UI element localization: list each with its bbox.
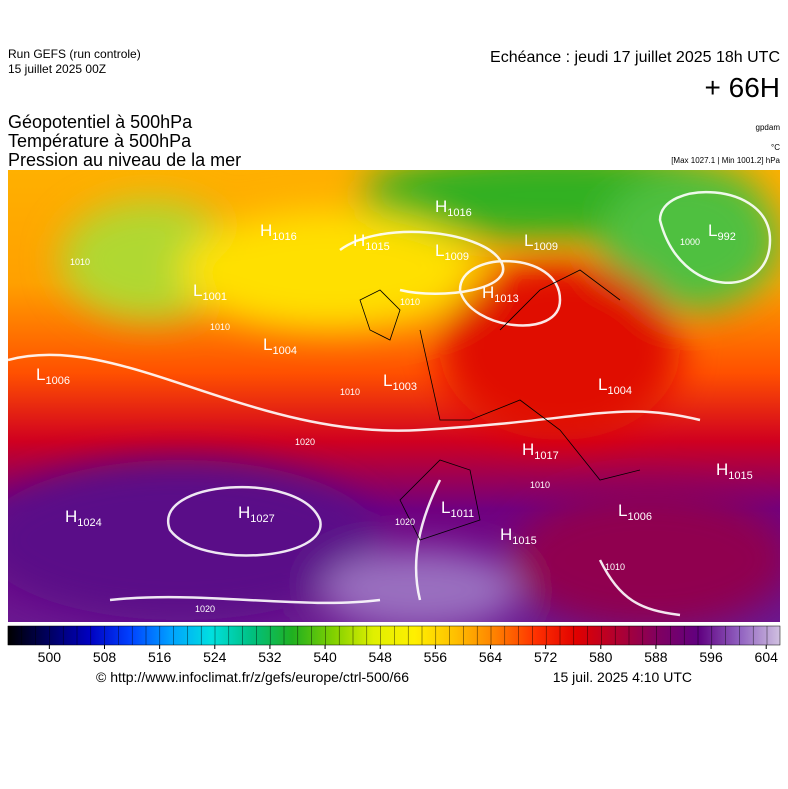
colorbar-label: 556 <box>424 649 448 665</box>
center-value: 1006 <box>627 511 651 523</box>
center-value: 1016 <box>447 207 471 219</box>
center-kind: L <box>524 231 533 250</box>
isobar-label: 1020 <box>395 517 415 527</box>
center-kind: L <box>441 498 450 517</box>
center-value: 1013 <box>494 293 518 305</box>
center-kind: H <box>500 525 512 544</box>
center-kind: L <box>193 281 202 300</box>
center-kind: L <box>263 335 272 354</box>
colorbar-label: 548 <box>369 649 393 665</box>
colorbar-label: 604 <box>755 649 779 665</box>
center-value: 1004 <box>272 345 296 357</box>
isobar-label: 1000 <box>680 237 700 247</box>
pressure-center: L1003 <box>383 371 417 393</box>
pressure-center: H1016 <box>260 221 297 243</box>
center-value: 1015 <box>512 535 536 547</box>
colorbar-label: 540 <box>313 649 337 665</box>
center-value: 1009 <box>533 241 557 253</box>
run-date: 15 juillet 2025 00Z <box>8 62 106 76</box>
pressure-center: H1016 <box>435 197 472 219</box>
unit: °C <box>771 143 780 152</box>
pressure-center: H1015 <box>716 460 753 482</box>
center-kind: H <box>260 221 272 240</box>
center-kind: L <box>435 241 444 260</box>
colorbar-label: 516 <box>148 649 172 665</box>
center-value: 1004 <box>607 385 631 397</box>
center-kind: H <box>482 283 494 302</box>
center-value: 992 <box>717 231 735 243</box>
pressure-center: L1009 <box>524 231 558 253</box>
source: © http://www.infoclimat.fr/z/gefs/europe… <box>96 669 409 685</box>
pressure-center: H1015 <box>353 231 390 253</box>
pressure-center: H1015 <box>500 525 537 547</box>
center-value: 1003 <box>392 381 416 393</box>
pressure-center: L1004 <box>263 335 297 357</box>
center-value: 1009 <box>444 251 468 263</box>
center-value: 1006 <box>45 375 69 387</box>
isobar-label: 1010 <box>400 297 420 307</box>
colorbar-label: 580 <box>589 649 613 665</box>
unit: [Max 1027.1 | Min 1001.2] hPa <box>671 156 780 165</box>
isobar-label: 1010 <box>340 387 360 397</box>
field: Pression au niveau de la mer <box>8 150 241 170</box>
colorbar-label: 532 <box>258 649 282 665</box>
colorbar <box>7 625 781 646</box>
center-kind: H <box>238 503 250 522</box>
pressure-center: L1006 <box>36 365 70 387</box>
isobar-label: 1010 <box>605 562 625 572</box>
echeance: Echéance : jeudi 17 juillet 2025 18h UTC <box>490 49 780 66</box>
colorbar-label: 596 <box>699 649 723 665</box>
colorbar-label: 564 <box>479 649 503 665</box>
center-kind: H <box>522 440 534 459</box>
center-kind: L <box>383 371 392 390</box>
pressure-center: L992 <box>708 221 736 243</box>
isobar-label: 1020 <box>295 437 315 447</box>
colorbar-label: 500 <box>38 649 62 665</box>
center-value: 1027 <box>250 513 274 525</box>
colorbar-label: 524 <box>203 649 227 665</box>
center-value: 1015 <box>728 470 752 482</box>
run-time: 15 juil. 2025 4:10 UTC <box>553 669 692 685</box>
colorbar-label: 508 <box>93 649 117 665</box>
colorbar-label: 588 <box>644 649 668 665</box>
pressure-center: H1027 <box>238 503 275 525</box>
colorbar-label: 572 <box>534 649 558 665</box>
center-kind: L <box>36 365 45 384</box>
center-kind: L <box>708 221 717 240</box>
pressure-center: L1001 <box>193 281 227 303</box>
pressure-center: H1024 <box>65 507 102 529</box>
center-value: 1001 <box>202 291 226 303</box>
center-kind: L <box>598 375 607 394</box>
center-value: 1016 <box>272 231 296 243</box>
pressure-center: L1004 <box>598 375 632 397</box>
field: Température à 500hPa <box>8 131 192 151</box>
lead-time: + 66H <box>705 72 781 103</box>
center-value: 1017 <box>534 450 558 462</box>
pressure-center: H1017 <box>522 440 559 462</box>
isobar-label: 1010 <box>210 322 230 332</box>
isobar-label: 1010 <box>530 480 550 490</box>
isobar-label: 1010 <box>70 257 90 267</box>
isobar-label: 1020 <box>195 604 215 614</box>
center-kind: H <box>435 197 447 216</box>
unit: gpdam <box>756 123 781 132</box>
center-value: 1024 <box>77 517 101 529</box>
center-value: 1011 <box>450 508 474 520</box>
center-kind: H <box>716 460 728 479</box>
pressure-center: L1011 <box>441 498 474 520</box>
pressure-center: L1009 <box>435 241 469 263</box>
center-kind: H <box>353 231 365 250</box>
field: Géopotentiel à 500hPa <box>8 112 193 132</box>
pressure-center: H1013 <box>482 283 519 305</box>
center-value: 1015 <box>365 241 389 253</box>
run: Run GEFS (run controle) <box>8 47 141 61</box>
pressure-center: L1006 <box>618 501 652 523</box>
center-kind: L <box>618 501 627 520</box>
center-kind: H <box>65 507 77 526</box>
